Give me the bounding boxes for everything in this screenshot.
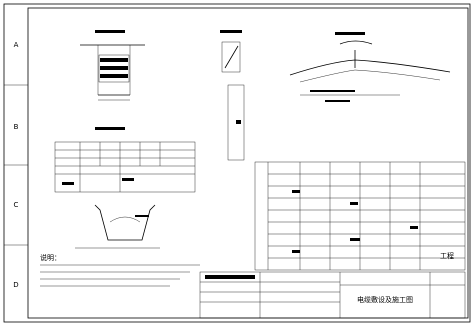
row-label: A <box>14 41 19 49</box>
notes: 说明： <box>40 253 200 287</box>
row-label: C <box>14 201 19 209</box>
trench-detail <box>75 204 160 249</box>
trench-section-detail <box>80 30 145 101</box>
left-table <box>54 127 196 193</box>
crossing-profile <box>289 32 451 102</box>
notes-heading: 说明： <box>40 253 61 262</box>
row-label: B <box>14 123 19 131</box>
project-label: 工程 <box>440 251 454 260</box>
drawing-title: 电缆敷设及施工图 <box>357 295 413 304</box>
row-label: D <box>13 281 18 289</box>
pole-detail <box>220 30 245 161</box>
title-block: 工程 电缆敷设及施工图 <box>199 251 466 319</box>
cable-schedule-table <box>254 161 466 271</box>
